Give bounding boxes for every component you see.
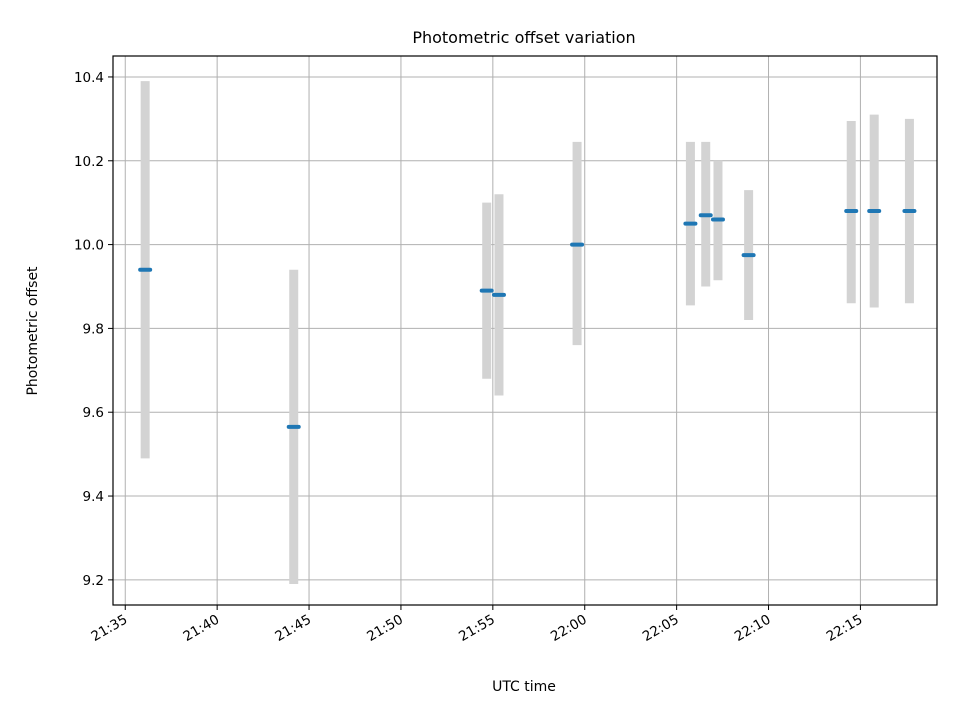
x-axis: 21:35 21:40 21:45 21:50 21:55 22:00 22:05 22:10…: [89, 605, 866, 645]
y-tick-label: 9.6: [83, 405, 104, 421]
plot-frame: [112, 55, 938, 606]
x-tick-label: 22:05: [640, 612, 682, 645]
y-axis: 9.2 9.4 9.6 9.8 10.0 10.2 10.4: [74, 70, 113, 589]
data-points: [138, 209, 917, 429]
x-tick-label: 22:10: [732, 612, 774, 645]
x-tick-label: 22:00: [548, 612, 590, 645]
x-tick-label: 22:15: [824, 612, 866, 645]
x-tick-label: 21:35: [89, 612, 131, 645]
x-tick-label: 21:40: [180, 612, 222, 645]
y-tick-label: 10.0: [74, 238, 104, 254]
y-tick-label: 9.4: [83, 489, 104, 505]
y-tick-label: 10.2: [74, 154, 104, 170]
y-tick-label: 10.4: [74, 70, 104, 86]
error-bars: [140, 81, 914, 585]
chart-title: Photometric offset variation: [412, 28, 635, 47]
x-tick-label: 21:55: [456, 612, 498, 645]
x-tick-label: 21:50: [364, 612, 406, 645]
x-axis-label: UTC time: [492, 679, 556, 695]
y-axis-label: Photometric offset: [25, 266, 41, 396]
y-tick-label: 9.2: [83, 573, 104, 589]
y-tick-label: 9.8: [83, 321, 104, 337]
grid: [113, 56, 937, 605]
x-tick-label: 21:45: [272, 612, 314, 645]
